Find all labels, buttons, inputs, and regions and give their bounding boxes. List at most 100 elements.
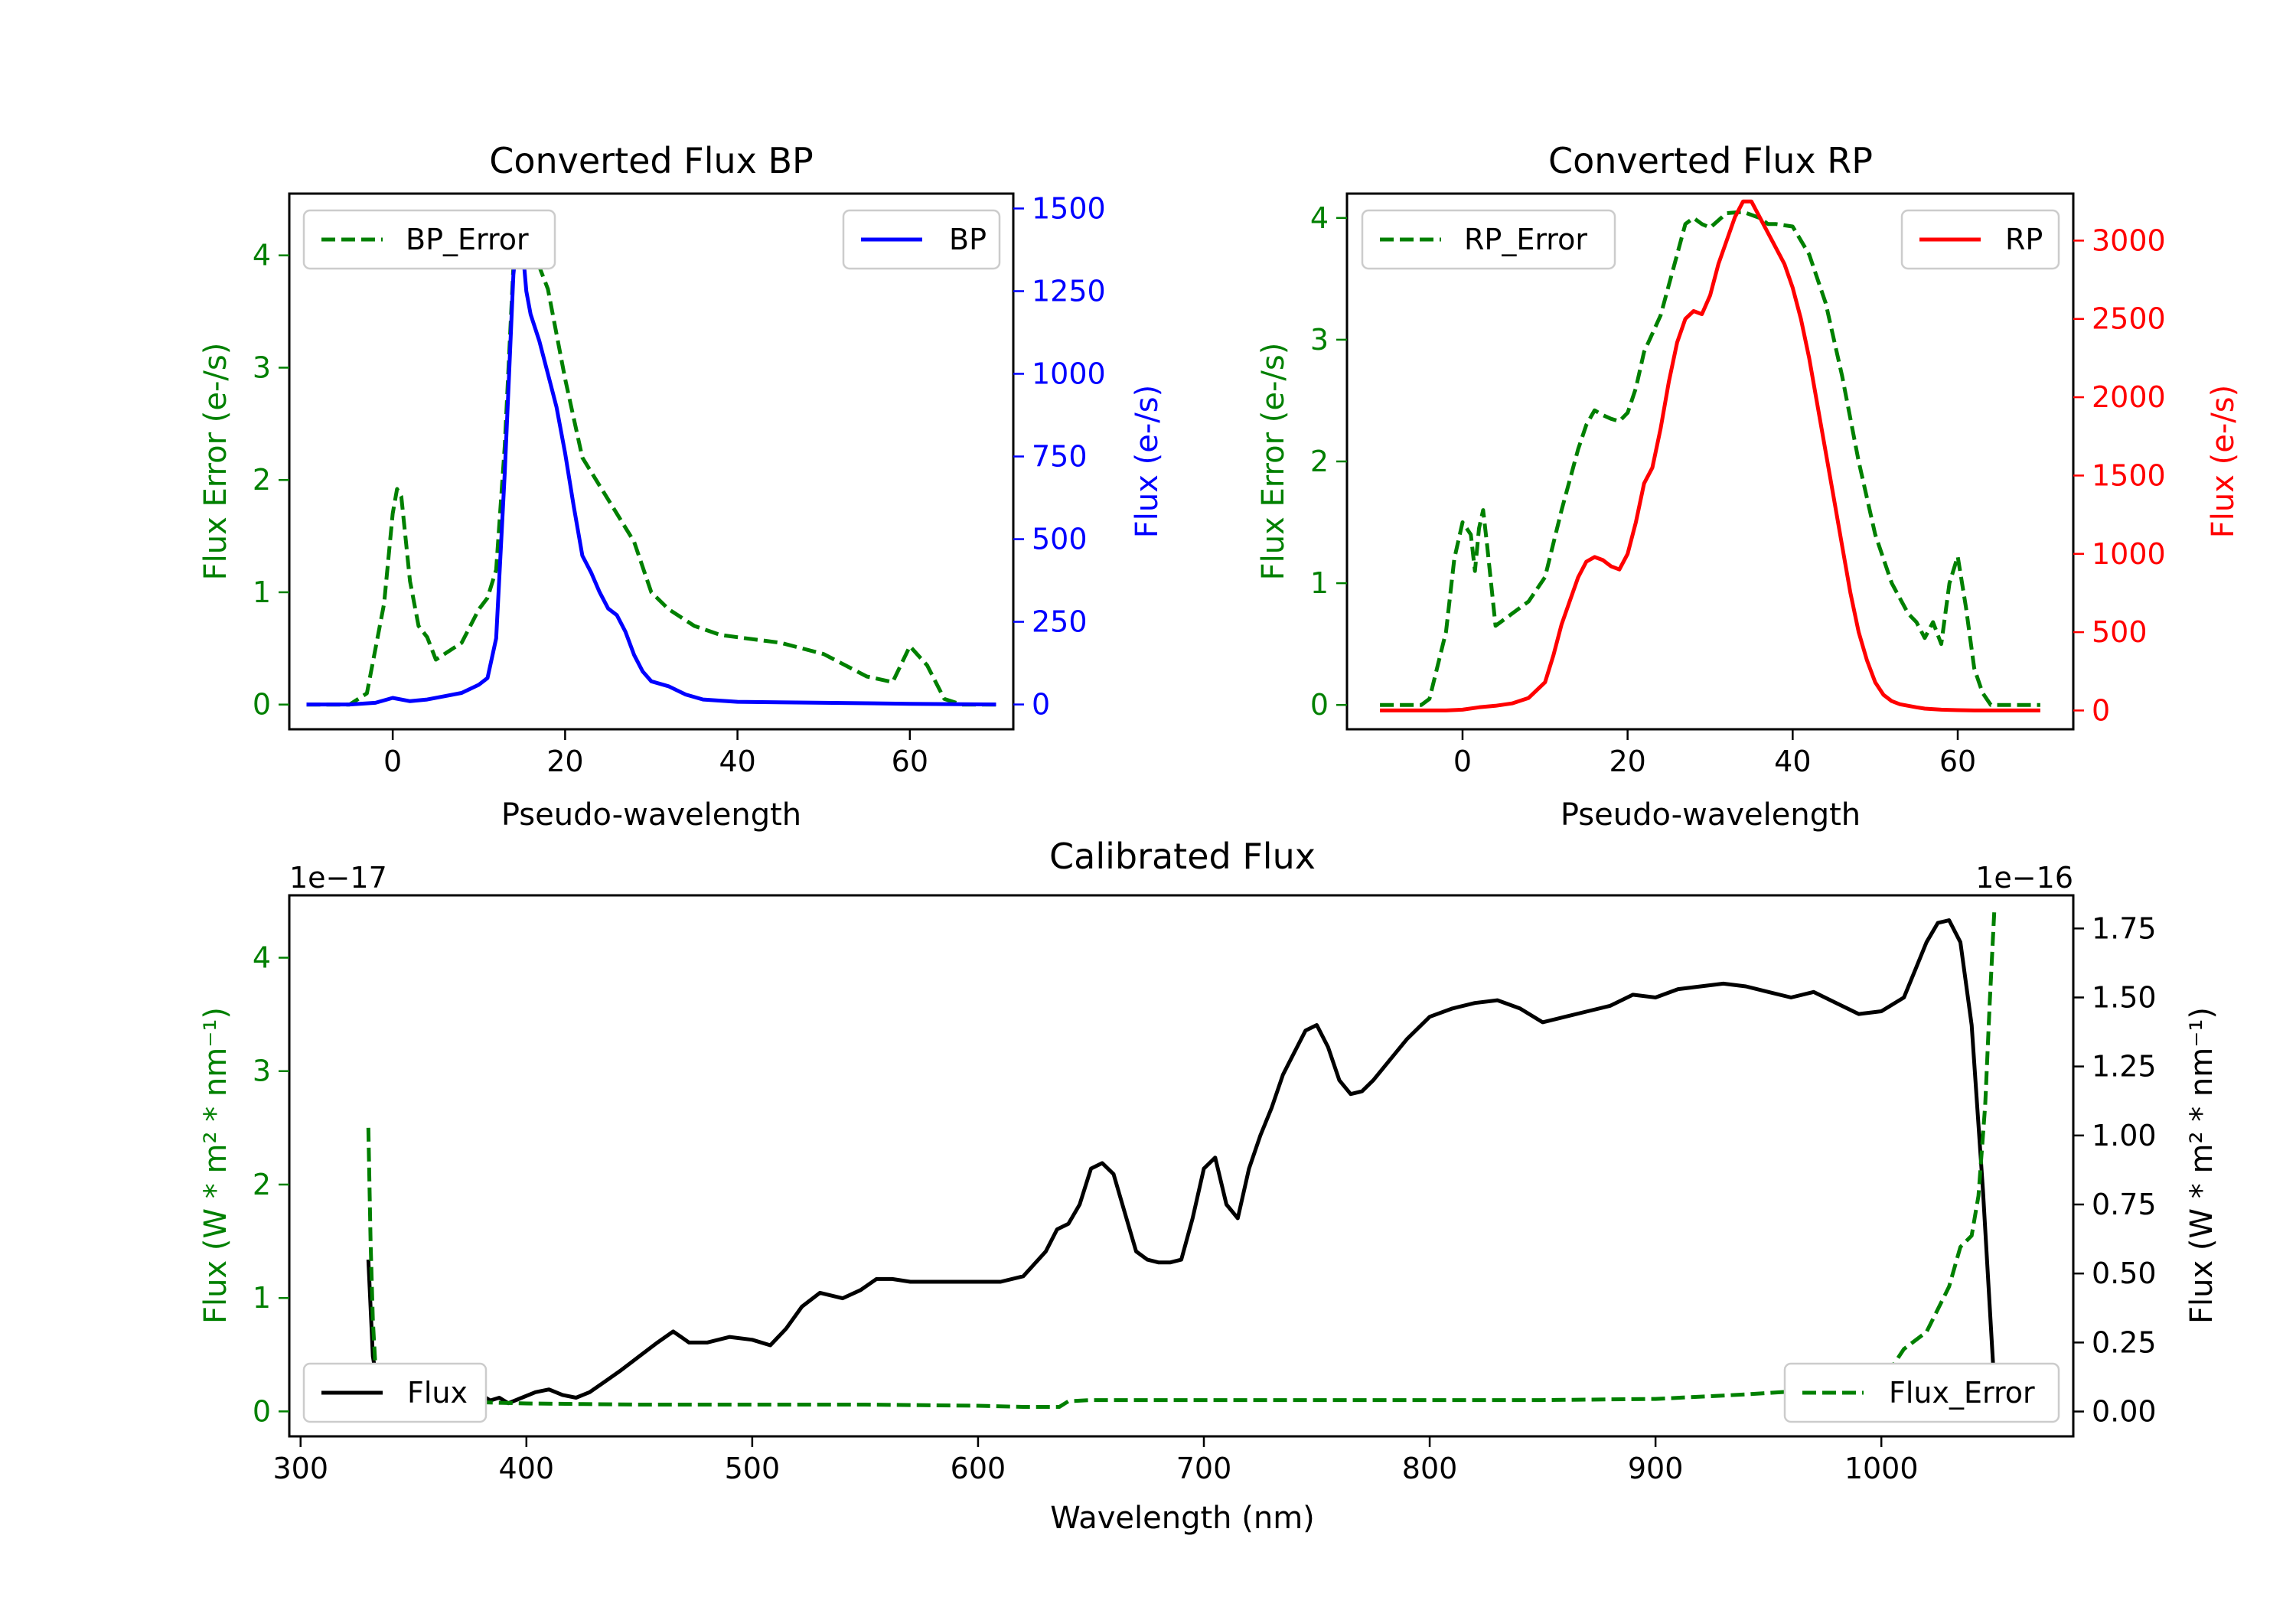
- rp-ytick-right-label: 1000: [2092, 537, 2166, 571]
- rp-legend-left-label: RP_Error: [1464, 223, 1587, 256]
- cal-xticks: 300 400 500 600 700 800 900 1000: [272, 1436, 1919, 1485]
- bp-xticks: 0 20 40 60: [383, 729, 928, 778]
- cal-ytick-right-label: 0.75: [2092, 1188, 2157, 1221]
- rp-ytick-left-label: 0: [1310, 688, 1329, 722]
- cal-ytick-right-label: 1.75: [2092, 911, 2157, 945]
- cal-legend-right: Flux_Error: [1783, 1362, 2060, 1423]
- cal-ytick-right-label: 1.00: [2092, 1119, 2157, 1152]
- cal-ytick-left-label: 2: [253, 1168, 271, 1201]
- bp-legend-right-label: BP: [949, 223, 987, 256]
- bp-legend-right: BP: [842, 209, 1001, 270]
- rp-ytick-left-label: 3: [1310, 323, 1329, 357]
- cal-series-flux: [366, 918, 1997, 1406]
- rp-series-rp: [1380, 199, 2040, 712]
- cal-ylabel-left: Flux (W * m² * nm⁻¹): [198, 1007, 233, 1324]
- cal-xtick-label: 600: [951, 1452, 1006, 1485]
- bp-ytick-right-label: 500: [1032, 523, 1088, 556]
- bp-ytick-left-label: 2: [253, 463, 271, 497]
- rp-ytick-right-label: 2000: [2092, 380, 2166, 414]
- rp-ytick-right-label: 3000: [2092, 223, 2166, 257]
- bp-panel: Converted Flux BP 0 20 40 60 0 1 2 3 4 0 250 500 7…: [198, 140, 1165, 833]
- bp-ytick-right-label: 1250: [1032, 274, 1106, 308]
- cal-legend-left-label: Flux: [407, 1376, 468, 1410]
- cal-ytick-left-label: 4: [253, 941, 271, 975]
- cal-ylabel-right: Flux (W * m² * nm⁻¹): [2184, 1007, 2219, 1324]
- bp-ytick-left-label: 1: [253, 575, 271, 609]
- rp-legend-left: RP_Error: [1361, 209, 1616, 270]
- cal-series-flux-error: [366, 912, 1997, 1409]
- cal-yticks-left: 0 1 2 3 4: [253, 941, 289, 1428]
- bp-ytick-right-label: 1500: [1032, 191, 1106, 225]
- bp-ylabel-right: Flux (e-/s): [1130, 385, 1165, 538]
- bp-series-bp: [306, 230, 996, 707]
- bp-legend-left: BP_Error: [302, 209, 556, 270]
- rp-ytick-right-label: 2500: [2092, 302, 2166, 336]
- bp-ytick-left-label: 0: [253, 688, 271, 722]
- bp-xtick-label: 60: [892, 745, 928, 778]
- cal-xtick-label: 900: [1628, 1452, 1684, 1485]
- cal-ytick-right-label: 1.25: [2092, 1050, 2157, 1084]
- cal-title: Calibrated Flux: [1049, 836, 1316, 877]
- cal-ytick-left-label: 1: [253, 1281, 271, 1315]
- cal-offset-right: 1e−16: [1975, 861, 2073, 895]
- cal-panel: Calibrated Flux 1e−17 1e−16 300 400 500 600…: [198, 836, 2219, 1536]
- rp-xtick-label: 20: [1609, 745, 1645, 778]
- cal-ytick-right-label: 0.50: [2092, 1257, 2157, 1290]
- bp-ytick-left-label: 4: [253, 239, 271, 272]
- bp-xlabel: Pseudo-wavelength: [501, 797, 801, 833]
- rp-legend-right-label: RP: [2005, 223, 2043, 256]
- rp-ytick-left-label: 1: [1310, 566, 1329, 600]
- cal-ytick-left-label: 0: [253, 1394, 271, 1428]
- cal-axes-frame: [288, 894, 2075, 1438]
- rp-ytick-left-label: 2: [1310, 445, 1329, 478]
- cal-xtick-label: 700: [1176, 1452, 1232, 1485]
- cal-xtick-label: 500: [725, 1452, 781, 1485]
- cal-xlabel: Wavelength (nm): [1050, 1501, 1315, 1536]
- cal-legend-right-label: Flux_Error: [1889, 1376, 2035, 1410]
- rp-ylabel-left: Flux Error (e-/s): [1256, 343, 1291, 581]
- bp-xtick-label: 20: [546, 745, 583, 778]
- rp-xticks: 0 20 40 60: [1453, 729, 1976, 778]
- rp-ylabel-right: Flux (e-/s): [2206, 385, 2241, 538]
- bp-ytick-right-label: 0: [1032, 688, 1050, 722]
- rp-legend-right: RP: [1900, 209, 2060, 270]
- rp-title: Converted Flux RP: [1548, 140, 1873, 181]
- cal-yticks-right: 0.00 0.25 0.50 0.75 1.00 1.25 1.50 1.75: [2073, 911, 2157, 1429]
- cal-series-layer: [366, 912, 1997, 1409]
- rp-series-rp-error: [1380, 210, 2040, 707]
- bp-ylabel-left: Flux Error (e-/s): [198, 343, 233, 581]
- rp-xtick-label: 0: [1453, 745, 1472, 778]
- bp-ytick-left-label: 3: [253, 350, 271, 384]
- cal-xtick-label: 300: [272, 1452, 328, 1485]
- bp-ytick-right-label: 1000: [1032, 357, 1106, 390]
- cal-ytick-right-label: 1.50: [2092, 980, 2157, 1014]
- cal-ytick-left-label: 3: [253, 1054, 271, 1088]
- cal-legend-left: Flux: [302, 1362, 488, 1423]
- cal-xtick-label: 400: [499, 1452, 555, 1485]
- cal-ytick-right-label: 0.00: [2092, 1395, 2157, 1429]
- rp-xtick-label: 60: [1939, 745, 1976, 778]
- bp-ytick-right-label: 750: [1032, 440, 1088, 474]
- rp-panel: Converted Flux RP 0 20 40 60 0 1 2 3 4 0 500 1000…: [1256, 140, 2241, 833]
- bp-axes-frame: [288, 192, 1015, 731]
- rp-ytick-right-label: 500: [2092, 615, 2148, 649]
- rp-xtick-label: 40: [1774, 745, 1811, 778]
- bp-title: Converted Flux BP: [489, 140, 814, 181]
- cal-ytick-right-label: 0.25: [2092, 1325, 2157, 1359]
- bp-yticks-left: 0 1 2 3 4: [253, 239, 289, 722]
- cal-xtick-label: 800: [1402, 1452, 1458, 1485]
- rp-ytick-right-label: 1500: [2092, 458, 2166, 492]
- rp-xlabel: Pseudo-wavelength: [1561, 797, 1861, 833]
- rp-series-layer: [1380, 199, 2040, 712]
- bp-ytick-right-label: 250: [1032, 605, 1088, 639]
- rp-yticks-right: 0 500 1000 1500 2000 2500 3000: [2073, 223, 2166, 727]
- bp-xtick-label: 0: [383, 745, 402, 778]
- cal-xtick-label: 1000: [1844, 1452, 1919, 1485]
- bp-legend-left-label: BP_Error: [406, 223, 529, 256]
- bp-yticks-right: 0 250 500 750 1000 1250 1500: [1013, 191, 1106, 722]
- cal-offset-left: 1e−17: [289, 861, 387, 895]
- rp-yticks-left: 0 1 2 3 4: [1310, 201, 1347, 722]
- rp-ytick-right-label: 0: [2092, 693, 2110, 727]
- bp-xtick-label: 40: [719, 745, 755, 778]
